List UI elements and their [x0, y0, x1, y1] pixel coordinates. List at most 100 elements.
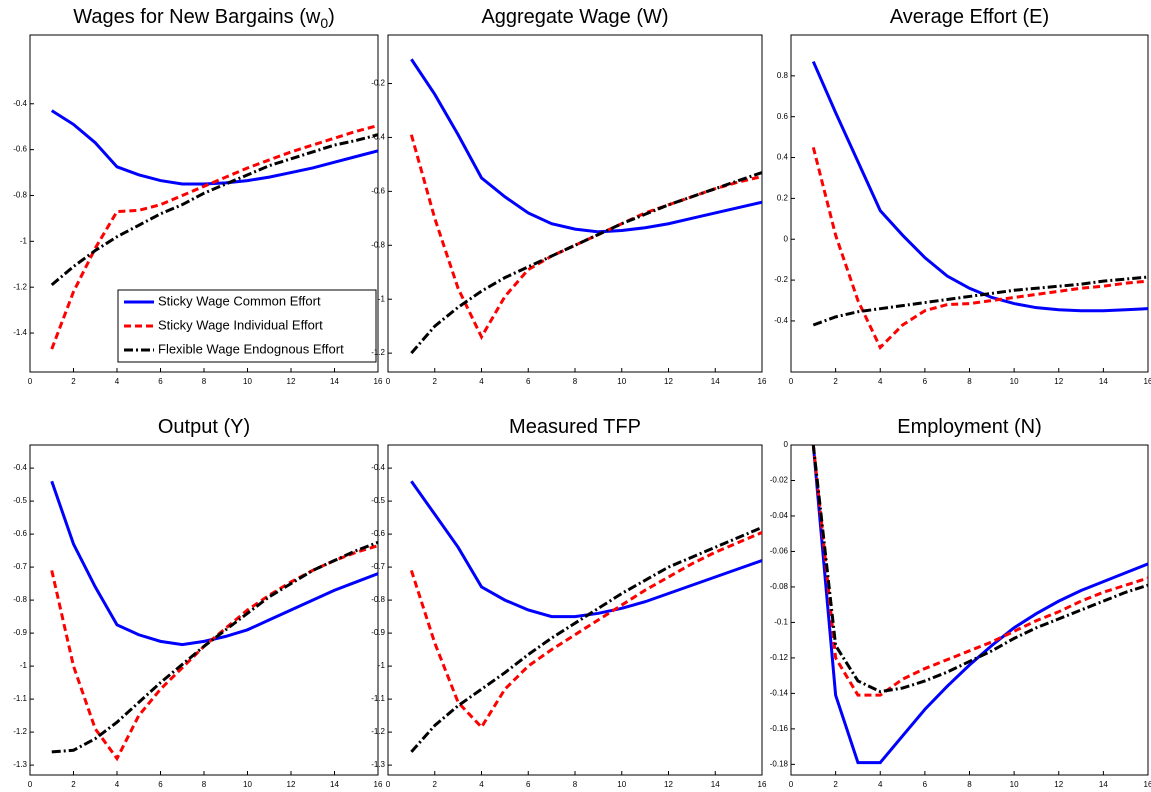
y-tick-label: -1.2	[13, 282, 27, 291]
plot-frame	[790, 34, 1149, 373]
y-tick-label: 0.6	[777, 112, 789, 121]
y-tick-label: 0	[784, 234, 789, 243]
title-text: Average Effort (E)	[890, 6, 1049, 28]
series-line	[410, 526, 762, 753]
x-tick-label: 16	[374, 377, 383, 386]
x-tick-label: 8	[967, 377, 972, 386]
y-tick-label: -0.5	[371, 496, 385, 505]
series-line	[812, 275, 1148, 327]
x-tick-label: 8	[573, 780, 578, 789]
y-tick-label: -0.7	[371, 562, 385, 571]
y-tick-label: -1.1	[371, 694, 385, 703]
x-tick-label: 14	[330, 780, 339, 789]
legend-label: Flexible Wage Endognous Effort	[158, 341, 344, 356]
title-text-end: )	[328, 6, 335, 28]
y-tick-label: -0.2	[774, 275, 788, 284]
x-tick-label: 4	[479, 377, 484, 386]
y-tick-label: -0.02	[770, 476, 789, 485]
chart-title: Measured TFP	[509, 416, 641, 438]
y-tick-label: -0.6	[13, 529, 27, 538]
x-tick-label: 10	[1010, 780, 1019, 789]
series-line	[409, 134, 762, 341]
x-tick-label: 8	[573, 377, 578, 386]
chart-title: Output (Y)	[158, 416, 250, 438]
y-tick-label: -0.6	[13, 145, 27, 154]
y-tick-label: -0.5	[13, 496, 27, 505]
x-tick-label: 6	[526, 780, 531, 789]
legend-box	[117, 289, 377, 363]
series-line	[811, 445, 1148, 697]
x-tick-label: 16	[758, 377, 767, 386]
y-tick-label: -0.8	[371, 240, 385, 249]
x-tick-label: 2	[433, 780, 438, 789]
y-tick-label: 0.2	[777, 194, 789, 203]
x-tick-label: 6	[923, 377, 928, 386]
y-tick-label: -1.1	[13, 694, 27, 703]
x-tick-label: 2	[71, 780, 76, 789]
x-tick-label: 12	[1054, 780, 1063, 789]
title-text: Measured TFP	[509, 416, 641, 438]
y-tick-label: -0.7	[13, 562, 27, 571]
series-line	[410, 58, 762, 234]
x-tick-label: 0	[386, 377, 391, 386]
chart-title: Employment (N)	[897, 416, 1041, 438]
x-tick-label: 12	[287, 377, 296, 386]
y-tick-label: -0.9	[13, 628, 27, 637]
x-tick-label: 10	[617, 377, 626, 386]
y-tick-label: 0.4	[777, 153, 789, 162]
y-tick-label: -1.3	[13, 760, 27, 769]
x-tick-label: 2	[833, 780, 838, 789]
y-tick-label: -0.04	[770, 511, 789, 520]
x-tick-label: 16	[1144, 780, 1151, 789]
y-tick-label: -0.4	[13, 99, 27, 108]
x-tick-label: 4	[115, 377, 120, 386]
x-tick-label: 6	[158, 780, 163, 789]
y-tick-label: -1	[378, 294, 386, 303]
x-tick-label: 6	[526, 377, 531, 386]
x-tick-label: 10	[617, 780, 626, 789]
x-tick-label: 6	[923, 780, 928, 789]
y-tick-label: -1.2	[371, 348, 385, 357]
x-tick-label: 14	[711, 377, 720, 386]
y-tick-label: -1.2	[371, 727, 385, 736]
series-line	[409, 531, 762, 730]
x-tick-label: 16	[758, 780, 767, 789]
x-tick-label: 8	[202, 377, 207, 386]
x-tick-label: 4	[479, 780, 484, 789]
x-tick-label: 12	[287, 780, 296, 789]
x-tick-label: 14	[330, 377, 339, 386]
legend-label: Sticky Wage Individual Effort	[158, 317, 323, 332]
x-tick-label: 2	[433, 377, 438, 386]
x-tick-label: 12	[664, 377, 673, 386]
x-tick-label: 14	[711, 780, 720, 789]
title-text: Wages for New Bargains (w	[73, 6, 321, 28]
series-line	[50, 133, 378, 287]
x-tick-label: 12	[1054, 377, 1063, 386]
y-tick-label: -0.4	[13, 463, 27, 472]
y-tick-label: -1	[20, 661, 28, 670]
y-tick-label: -0.16	[770, 724, 789, 733]
chart-title: Average Effort (E)	[890, 6, 1049, 28]
x-tick-label: 4	[878, 377, 883, 386]
x-tick-label: 4	[878, 780, 883, 789]
y-tick-label: -0.12	[770, 653, 789, 662]
y-tick-label: -1.4	[13, 328, 27, 337]
title-text: Output (Y)	[158, 416, 250, 438]
series-line	[50, 109, 378, 186]
y-tick-label: -0.1	[774, 618, 788, 627]
y-tick-label: 0	[784, 440, 789, 449]
y-tick-label: -0.4	[371, 463, 385, 472]
y-tick-label: -0.4	[371, 133, 385, 142]
x-tick-label: 14	[1099, 780, 1108, 789]
x-tick-label: 6	[158, 377, 163, 386]
y-tick-label: -0.9	[371, 628, 385, 637]
x-tick-label: 14	[1099, 377, 1108, 386]
x-tick-label: 12	[664, 780, 673, 789]
x-tick-label: 2	[71, 377, 76, 386]
plot-frame	[29, 444, 379, 776]
y-tick-label: -0.8	[13, 191, 27, 200]
x-tick-label: 16	[374, 780, 383, 789]
y-tick-label: -1.2	[13, 727, 27, 736]
x-tick-label: 4	[115, 780, 120, 789]
